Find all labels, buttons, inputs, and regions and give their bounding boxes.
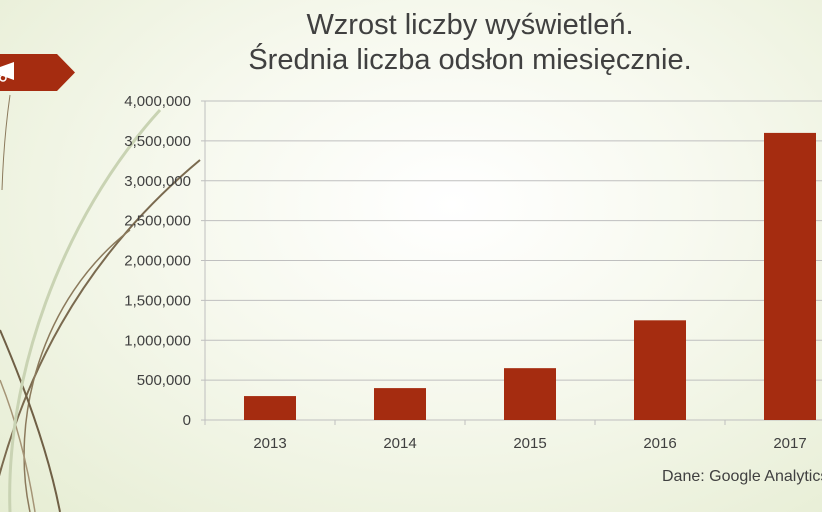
section-tag (0, 54, 75, 91)
y-tick-label: 0 (183, 412, 191, 429)
x-tick-label: 2013 (253, 435, 286, 452)
bar-2016 (634, 320, 686, 420)
y-tick-label: 4,000,000 (124, 93, 191, 110)
y-tick-label: 1,500,000 (124, 292, 191, 309)
y-tick-label: 500,000 (137, 372, 191, 389)
bar-2014 (374, 388, 426, 420)
bar-2013 (244, 396, 296, 420)
y-tick-label: 3,500,000 (124, 133, 191, 150)
x-tick-label: 2016 (643, 435, 676, 452)
x-tick-label: 2014 (383, 435, 416, 452)
x-tick-label: 2017 (773, 435, 806, 452)
chart-title: Wzrost liczby wyświetleń. Średnia liczba… (200, 8, 740, 78)
y-tick-label: 1,000,000 (124, 332, 191, 349)
y-tick-label: 3,000,000 (124, 173, 191, 190)
title-line-1: Wzrost liczby wyświetleń. (306, 9, 634, 41)
source-note: Dane: Google Analytics (662, 468, 822, 485)
megaphone-icon (0, 62, 14, 82)
y-tick-label: 2,000,000 (124, 253, 191, 270)
y-tick-label: 2,500,000 (124, 213, 191, 230)
bar-2015 (504, 368, 556, 420)
title-line-2: Średnia liczba odsłon miesięcznie. (248, 44, 692, 76)
bar-2017 (764, 132, 816, 420)
x-tick-label: 2015 (513, 435, 546, 452)
